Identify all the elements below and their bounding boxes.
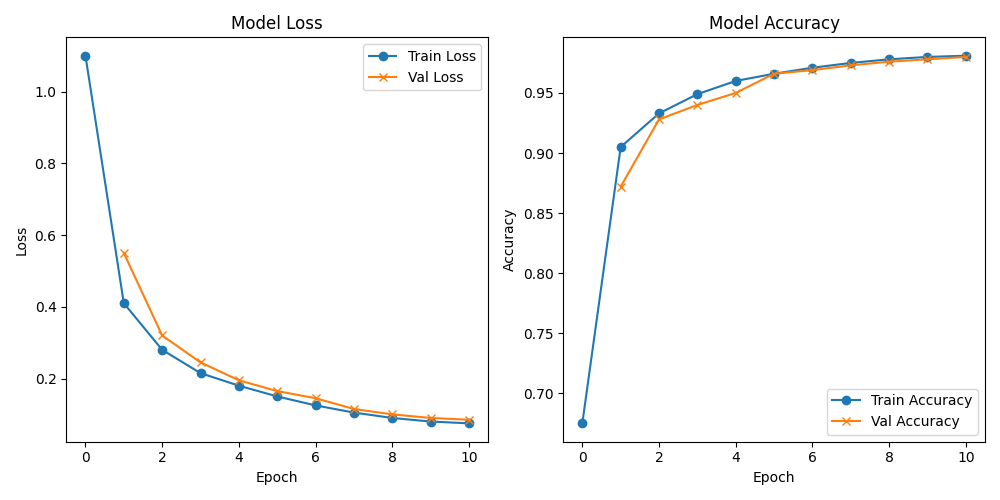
Train Loss (118, 300, 130, 306)
Title: Model Loss: Model Loss (231, 15, 323, 33)
Val Accuracy (845, 62, 857, 68)
Train Accuracy (883, 56, 895, 62)
X-axis label: Epoch: Epoch (753, 471, 795, 485)
Val Accuracy (653, 116, 665, 122)
Train Loss (79, 52, 91, 59)
Train Accuracy (845, 60, 857, 66)
Train Accuracy (615, 144, 627, 150)
Val Accuracy (921, 56, 933, 62)
Val Loss (271, 388, 283, 394)
Title: Model Accuracy: Model Accuracy (709, 15, 840, 33)
Legend: Train Accuracy, Val Accuracy: Train Accuracy, Val Accuracy (827, 388, 978, 435)
Val Accuracy (806, 67, 818, 73)
Train Loss (425, 418, 437, 424)
Line: Train Accuracy: Train Accuracy (578, 52, 970, 428)
Val Loss (156, 332, 168, 338)
Line: Val Loss: Val Loss (120, 249, 473, 424)
Val Loss (463, 417, 475, 423)
Val Loss (425, 415, 437, 421)
Val Accuracy (730, 90, 742, 96)
Val Accuracy (883, 58, 895, 64)
Train Loss (233, 382, 245, 388)
Val Loss (233, 378, 245, 384)
Val Accuracy (960, 54, 972, 60)
Train Loss (348, 410, 360, 416)
Val Loss (195, 360, 207, 366)
Val Loss (310, 395, 322, 401)
Val Loss (348, 406, 360, 412)
Legend: Train Loss, Val Loss: Train Loss, Val Loss (363, 44, 481, 90)
Line: Train Loss: Train Loss (81, 52, 473, 428)
X-axis label: Epoch: Epoch (256, 471, 298, 485)
Train Accuracy (921, 54, 933, 60)
Val Accuracy (768, 70, 780, 76)
Train Loss (310, 402, 322, 408)
Train Accuracy (691, 91, 703, 97)
Train Loss (463, 420, 475, 426)
Y-axis label: Loss: Loss (15, 224, 29, 254)
Train Accuracy (730, 78, 742, 84)
Train Accuracy (960, 52, 972, 59)
Val Accuracy (691, 102, 703, 108)
Train Accuracy (768, 70, 780, 76)
Val Loss (386, 412, 398, 418)
Y-axis label: Accuracy: Accuracy (503, 208, 517, 272)
Train Loss (195, 370, 207, 376)
Line: Val Accuracy: Val Accuracy (617, 52, 970, 191)
Val Accuracy (615, 184, 627, 190)
Train Loss (386, 415, 398, 421)
Train Accuracy (653, 110, 665, 116)
Train Loss (156, 347, 168, 353)
Train Accuracy (576, 420, 588, 426)
Train Loss (271, 394, 283, 400)
Val Loss (118, 250, 130, 256)
Train Accuracy (806, 64, 818, 70)
